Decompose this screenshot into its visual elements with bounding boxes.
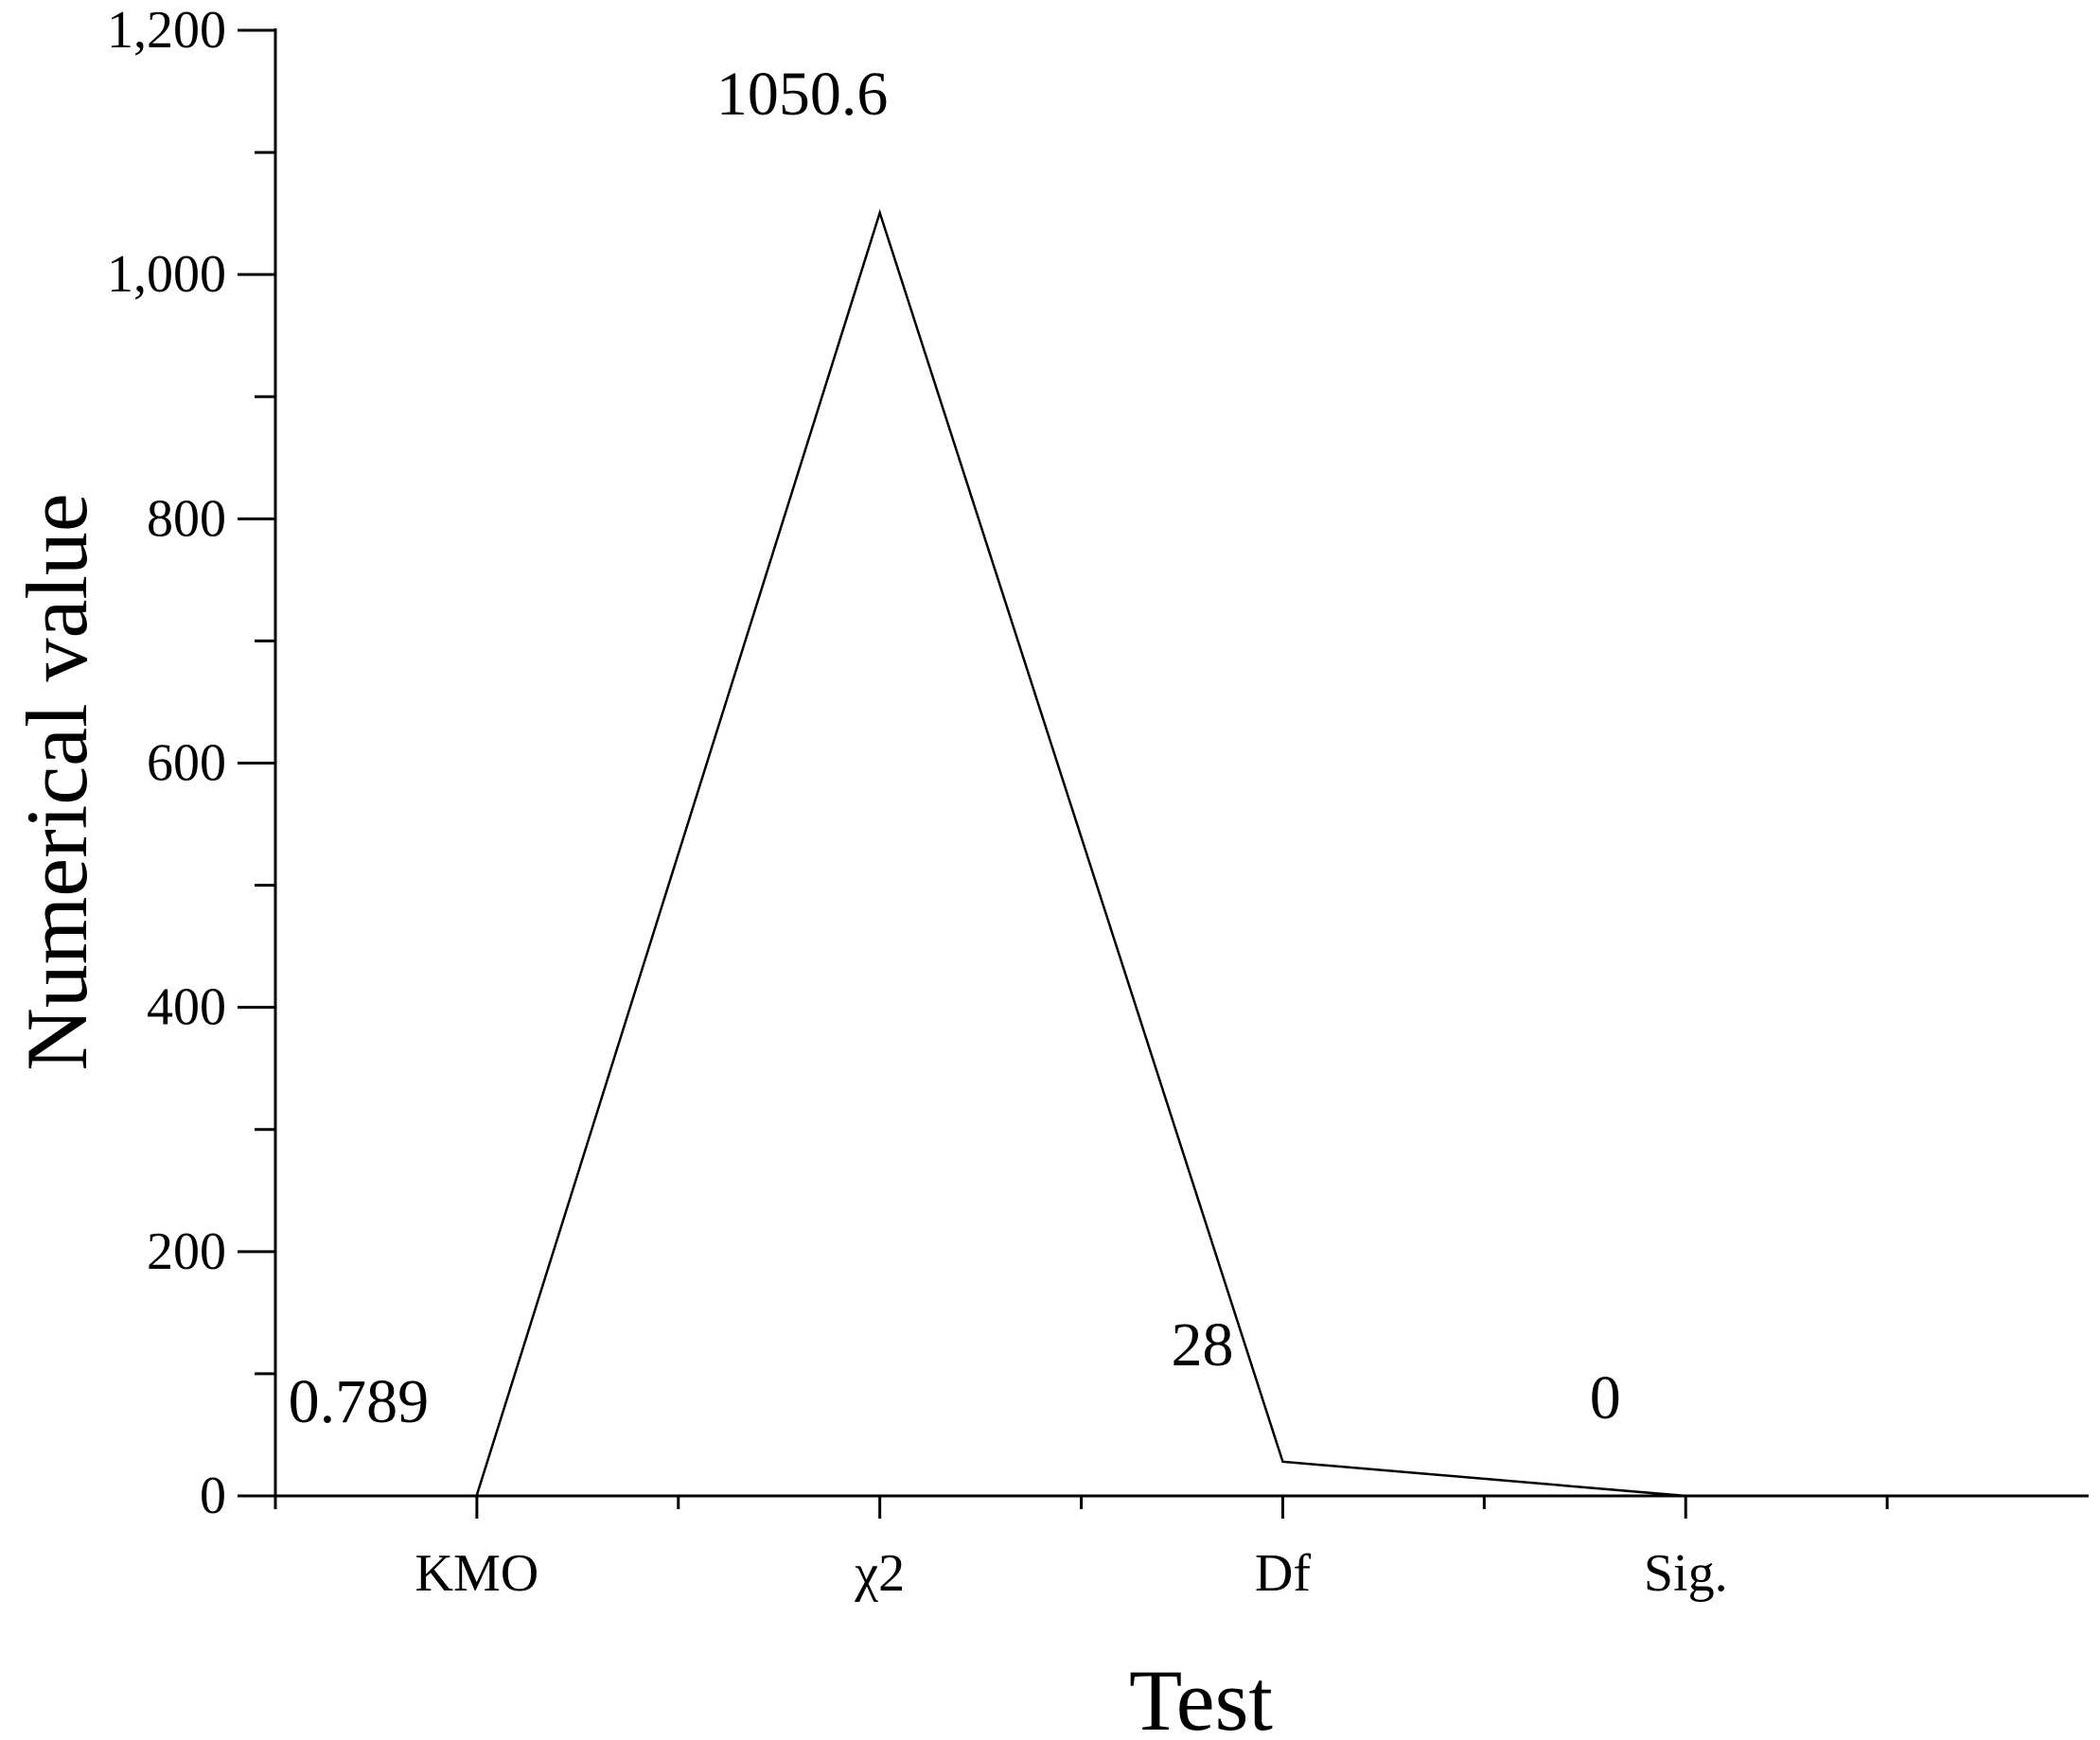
data-label: 1050.6: [716, 60, 889, 129]
y-axis-title: Numerical value: [9, 493, 105, 1071]
x-axis-title: Test: [1129, 1652, 1273, 1740]
y-tick-label: 800: [147, 489, 226, 548]
x-tick-label: KMO: [415, 1544, 539, 1603]
y-tick-label: 400: [147, 978, 226, 1037]
data-label: 28: [1171, 1310, 1233, 1380]
data-labels: 0.789 1050.6 28 0: [289, 60, 1621, 1436]
series-group: [475, 208, 1686, 1498]
x-ticks: KMO χ2 Df Sig.: [274, 1496, 1889, 1603]
data-label: 0.789: [289, 1367, 430, 1436]
y-ticks: 0 200 400 600 800 1,000 1,200: [107, 1, 275, 1525]
x-tick-label: χ2: [854, 1544, 905, 1603]
x-tick-label: Sig.: [1644, 1544, 1728, 1603]
y-tick-label: 1,200: [107, 1, 226, 60]
y-tick-label: 600: [147, 734, 226, 793]
series-line: [475, 208, 1686, 1498]
y-tick-label: 200: [147, 1222, 226, 1281]
data-label: 0: [1590, 1363, 1621, 1432]
x-tick-label: Df: [1255, 1544, 1311, 1603]
y-tick-label: 0: [200, 1467, 226, 1525]
y-tick-label: 1,000: [107, 245, 226, 304]
